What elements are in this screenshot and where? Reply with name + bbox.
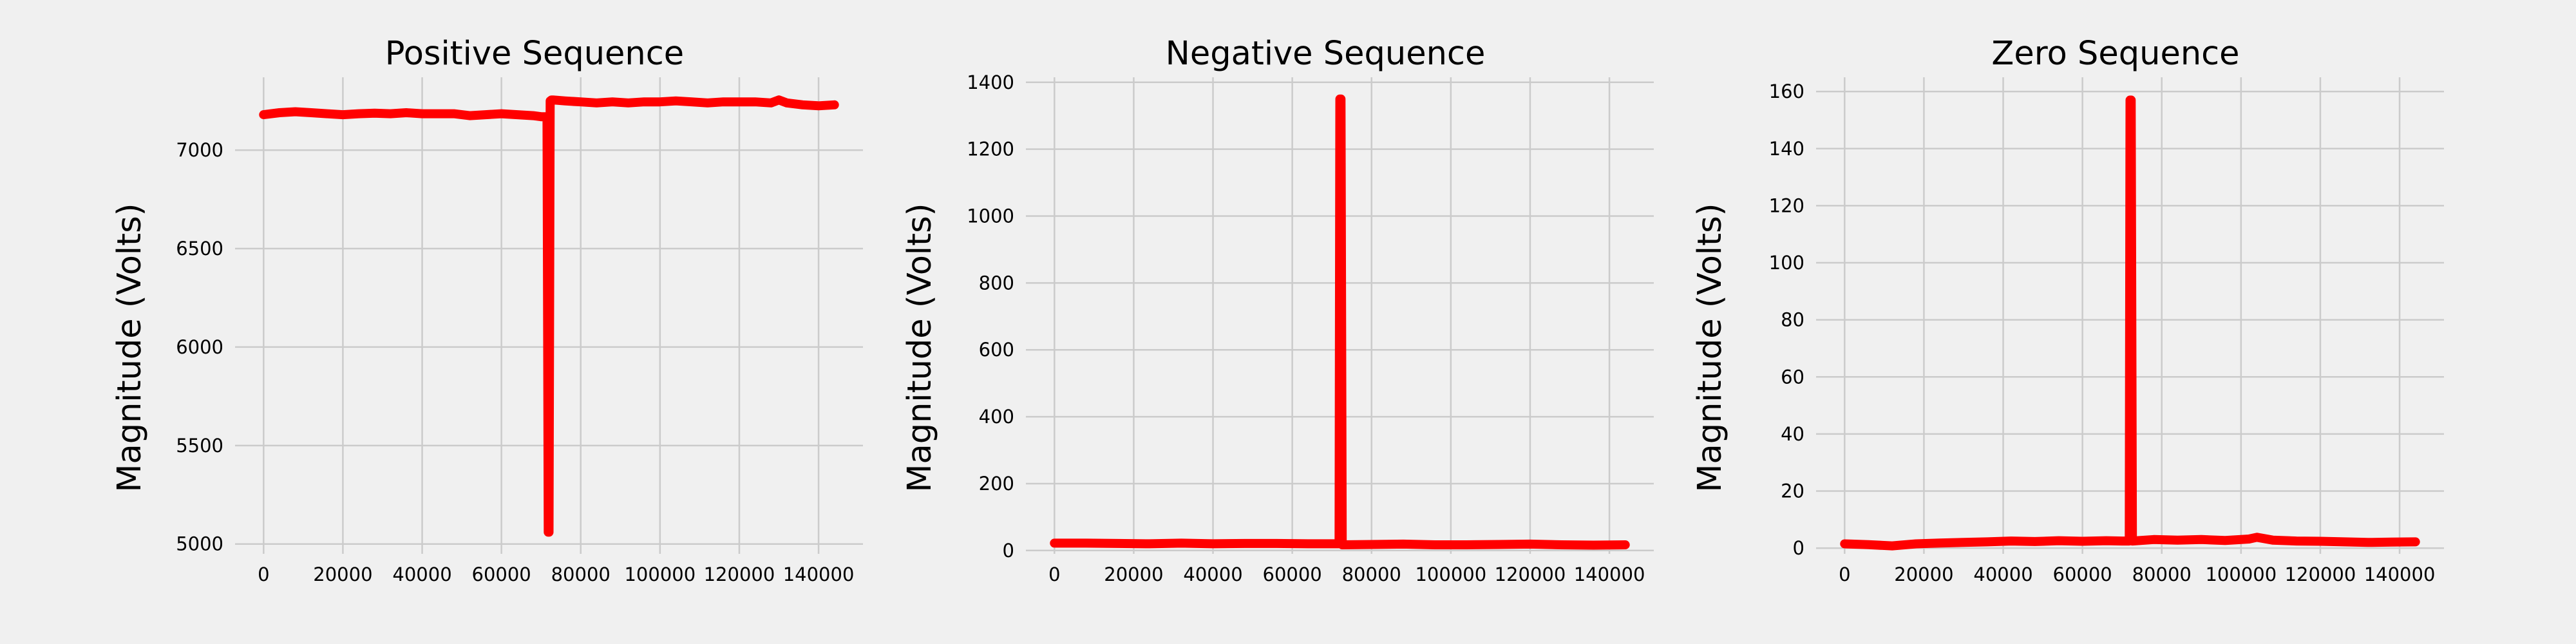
x-tick-label: 120000 bbox=[2285, 564, 2356, 585]
y-tick-label: 140 bbox=[1769, 138, 1804, 160]
y-tick-label: 40 bbox=[1781, 423, 1804, 445]
x-tick-label: 20000 bbox=[313, 564, 372, 585]
y-tick-label: 7000 bbox=[176, 139, 223, 161]
chart-positive-sequence: 0 20000 40000 60000 80000 100000 120000 140000 5… bbox=[111, 35, 863, 585]
x-tick-label: 100000 bbox=[1415, 564, 1486, 585]
y-tick-label: 6000 bbox=[176, 336, 223, 358]
y-tick-label: 20 bbox=[1781, 480, 1804, 502]
x-tick-label: 120000 bbox=[704, 564, 775, 585]
y-tick-label: 6500 bbox=[176, 238, 223, 260]
x-tick-label: 20000 bbox=[1894, 564, 1953, 585]
x-tick-label: 140000 bbox=[783, 564, 855, 585]
tick-labels: 0 20000 40000 60000 80000 100000 120000 140000 5… bbox=[176, 139, 854, 585]
x-tick-label: 40000 bbox=[1973, 564, 2032, 585]
series-line bbox=[259, 95, 839, 537]
x-tick-label: 60000 bbox=[1263, 564, 1322, 585]
x-tick-label: 80000 bbox=[1342, 564, 1401, 585]
tick-labels: 0 20000 40000 60000 80000 100000 120000 140000 0… bbox=[1769, 80, 2436, 585]
x-tick-label: 0 bbox=[1839, 564, 1850, 585]
y-tick-label: 80 bbox=[1781, 309, 1804, 331]
x-tick-label: 120000 bbox=[1495, 564, 1566, 585]
y-axis-label: Magnitude (Volts) bbox=[111, 203, 149, 492]
y-tick-label: 1200 bbox=[967, 138, 1014, 160]
x-tick-label: 0 bbox=[258, 564, 269, 585]
x-tick-label: 40000 bbox=[392, 564, 451, 585]
y-axis-label: Magnitude (Volts) bbox=[1691, 203, 1729, 492]
series-line bbox=[1050, 94, 1630, 550]
y-tick-label: 600 bbox=[979, 339, 1014, 361]
y-tick-label: 5000 bbox=[176, 533, 223, 555]
chart-negative-sequence: 0 20000 40000 60000 80000 100000 120000 140000 0… bbox=[901, 35, 1654, 585]
y-tick-label: 1000 bbox=[967, 205, 1014, 227]
chart-title: Positive Sequence bbox=[385, 35, 684, 73]
series-line bbox=[1840, 95, 2420, 551]
x-tick-label: 80000 bbox=[2132, 564, 2192, 585]
x-tick-label: 40000 bbox=[1183, 564, 1242, 585]
x-tick-label: 0 bbox=[1048, 564, 1060, 585]
y-tick-label: 800 bbox=[979, 272, 1014, 294]
chart-title: Negative Sequence bbox=[1166, 35, 1486, 73]
chart-zero-sequence: 0 20000 40000 60000 80000 100000 120000 140000 0… bbox=[1691, 35, 2444, 585]
x-tick-label: 60000 bbox=[2053, 564, 2112, 585]
y-tick-label: 100 bbox=[1769, 252, 1804, 274]
x-tick-label: 20000 bbox=[1104, 564, 1163, 585]
x-tick-label: 100000 bbox=[624, 564, 696, 585]
y-tick-label: 200 bbox=[979, 473, 1014, 495]
y-tick-label: 1400 bbox=[967, 71, 1014, 93]
y-tick-label: 120 bbox=[1769, 194, 1804, 216]
y-tick-label: 60 bbox=[1781, 366, 1804, 388]
x-tick-label: 60000 bbox=[472, 564, 531, 585]
y-tick-label: 160 bbox=[1769, 80, 1804, 102]
y-tick-label: 5500 bbox=[176, 435, 223, 457]
x-tick-label: 80000 bbox=[551, 564, 611, 585]
y-tick-label: 0 bbox=[1793, 537, 1804, 559]
y-tick-label: 400 bbox=[979, 406, 1014, 428]
x-tick-label: 100000 bbox=[2205, 564, 2277, 585]
x-tick-label: 140000 bbox=[1574, 564, 1645, 585]
y-axis-label: Magnitude (Volts) bbox=[901, 203, 939, 492]
chart-title: Zero Sequence bbox=[1991, 35, 2239, 73]
tick-labels: 0 20000 40000 60000 80000 100000 120000 140000 0… bbox=[967, 71, 1645, 585]
y-tick-label: 0 bbox=[1003, 540, 1014, 562]
x-tick-label: 140000 bbox=[2364, 564, 2436, 585]
